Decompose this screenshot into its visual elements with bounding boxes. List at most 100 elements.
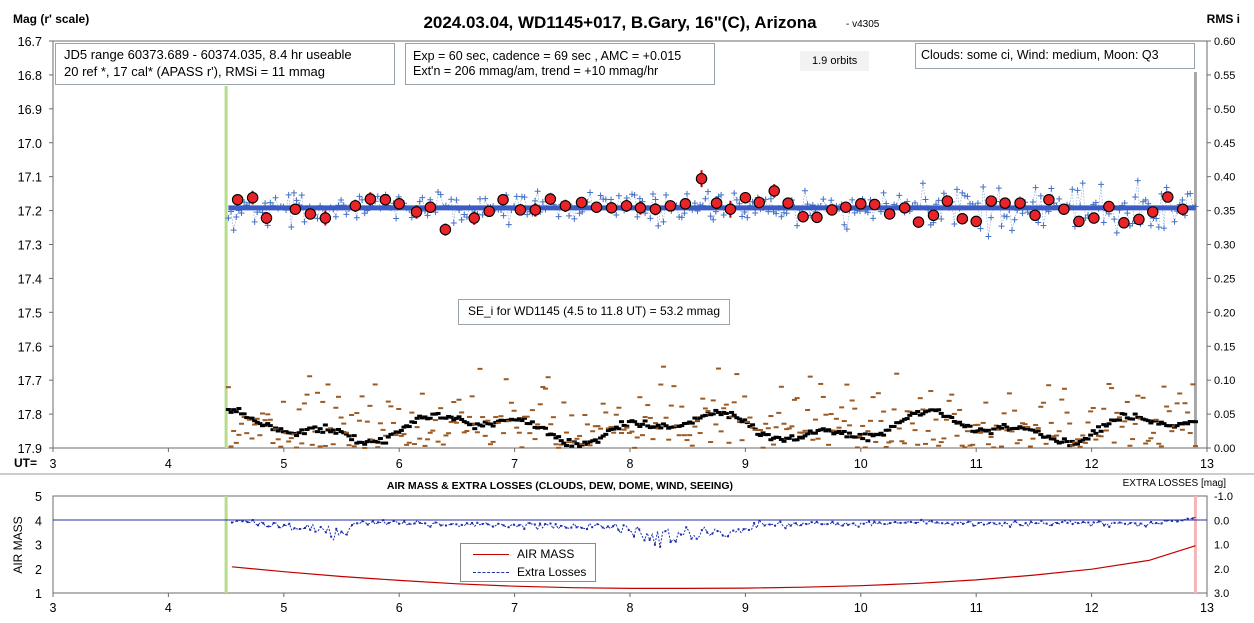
raw-data-point: [705, 188, 712, 195]
rms-running-point: [812, 431, 818, 435]
rms-individual-point: [304, 393, 310, 396]
rms-individual-point: [254, 417, 260, 420]
rms-running-point: [225, 408, 231, 412]
rms-individual-point: [432, 419, 438, 422]
binned-data-point: [260, 212, 273, 224]
raw-data-point: [1074, 187, 1081, 194]
rms-individual-point: [964, 430, 970, 433]
airmass-tick-label: 2: [35, 563, 42, 577]
extra-losses-point: [993, 522, 996, 525]
rms-individual-point: [338, 416, 344, 419]
binned-data-point: [999, 197, 1011, 209]
raw-data-point: [841, 221, 848, 228]
rms-running-point: [1119, 412, 1125, 416]
rms-running-point: [280, 430, 286, 434]
rms-running-point: [805, 432, 811, 436]
rms-individual-point: [1098, 435, 1104, 438]
raw-data-point: [1124, 210, 1131, 217]
rms-running-point: [660, 422, 666, 426]
rms-individual-point: [773, 426, 779, 429]
extra-losses-point: [612, 525, 615, 528]
rms-individual-point: [841, 420, 847, 423]
raw-data-point: [1009, 227, 1016, 234]
rms-running-point: [1192, 420, 1198, 424]
extra-losses-point: [1029, 520, 1032, 523]
rms-individual-point: [487, 443, 493, 446]
raw-data-point: [1069, 186, 1076, 193]
rms-individual-point: [815, 437, 821, 440]
extra-losses-tick-label: 2.0: [1214, 564, 1229, 576]
raw-data-point: [576, 210, 583, 217]
rms-individual-point: [1148, 437, 1154, 440]
airmass-x-tick-label: 10: [854, 601, 868, 615]
rms-individual-point: [713, 423, 719, 426]
rms-running-point: [1114, 418, 1120, 422]
rms-running-point: [839, 432, 845, 436]
rms-running-point: [451, 418, 457, 422]
rms-individual-point: [983, 401, 989, 404]
rms-individual-point: [653, 422, 659, 425]
extra-losses-point: [800, 524, 803, 527]
rms-running-point: [443, 416, 449, 420]
rms-running-point: [1064, 440, 1070, 444]
rms-running-point: [978, 427, 984, 431]
rms-individual-point: [613, 413, 619, 416]
rms-individual-point: [270, 442, 276, 445]
rms-individual-point: [867, 419, 873, 422]
rms-running-point: [786, 436, 792, 440]
rms-individual-point: [474, 431, 480, 434]
rms-running-point: [383, 441, 389, 445]
orbits-badge: 1.9 orbits: [800, 51, 870, 71]
rms-individual-point: [666, 438, 672, 441]
rms-running-point: [1033, 430, 1039, 434]
rms-individual-point: [917, 397, 923, 400]
rms-individual-point: [752, 428, 758, 431]
rms-individual-point: [747, 416, 753, 419]
raw-data-point: [314, 215, 321, 222]
rms-individual-point: [417, 437, 423, 440]
extra-losses-point: [648, 538, 651, 541]
rms-individual-point: [244, 432, 250, 435]
rms-running-point: [377, 437, 383, 441]
rms-individual-point: [933, 418, 939, 421]
rms-individual-point: [1014, 442, 1020, 445]
rms-individual-point: [734, 373, 740, 376]
rms-running-point: [335, 427, 341, 431]
rms-individual-point: [660, 365, 666, 368]
binned-data-point: [710, 197, 723, 209]
rms-running-point: [1038, 433, 1044, 437]
rms-individual-point: [962, 446, 968, 449]
rms-individual-point: [697, 432, 703, 435]
extra-losses-tick-label: -1.0: [1214, 491, 1233, 503]
extra-losses-point: [888, 522, 891, 525]
raw-data-point: [935, 197, 942, 204]
rms-individual-point: [553, 443, 559, 446]
extra-losses-point: [539, 522, 541, 525]
rms-running-point: [1169, 424, 1175, 428]
extra-losses-point: [1165, 519, 1168, 522]
rms-running-point: [954, 421, 960, 425]
rms-individual-point: [411, 443, 417, 446]
rms-running-point: [1135, 415, 1141, 419]
y-tick-label-left: 17.9: [18, 442, 42, 456]
rms-individual-point: [862, 446, 868, 449]
rms-individual-point: [262, 419, 268, 422]
x-tick-label: 10: [854, 457, 868, 471]
rms-individual-point: [1111, 441, 1117, 444]
rms-running-point: [1054, 439, 1060, 443]
rms-running-point: [259, 424, 265, 428]
rms-individual-point: [574, 437, 580, 440]
rms-running-point: [474, 422, 480, 426]
rms-individual-point: [663, 416, 669, 419]
rms-running-point: [1051, 437, 1057, 441]
rms-running-point: [980, 428, 986, 432]
extra-losses-point: [633, 535, 635, 538]
rms-running-point: [891, 425, 897, 429]
raw-data-point: [1079, 180, 1086, 187]
rms-individual-point: [600, 402, 606, 405]
rms-running-point: [459, 417, 465, 421]
rms-running-point: [1035, 429, 1041, 433]
rms-individual-point: [1130, 438, 1136, 441]
rms-running-point: [296, 431, 302, 435]
raw-data-point: [681, 210, 688, 217]
